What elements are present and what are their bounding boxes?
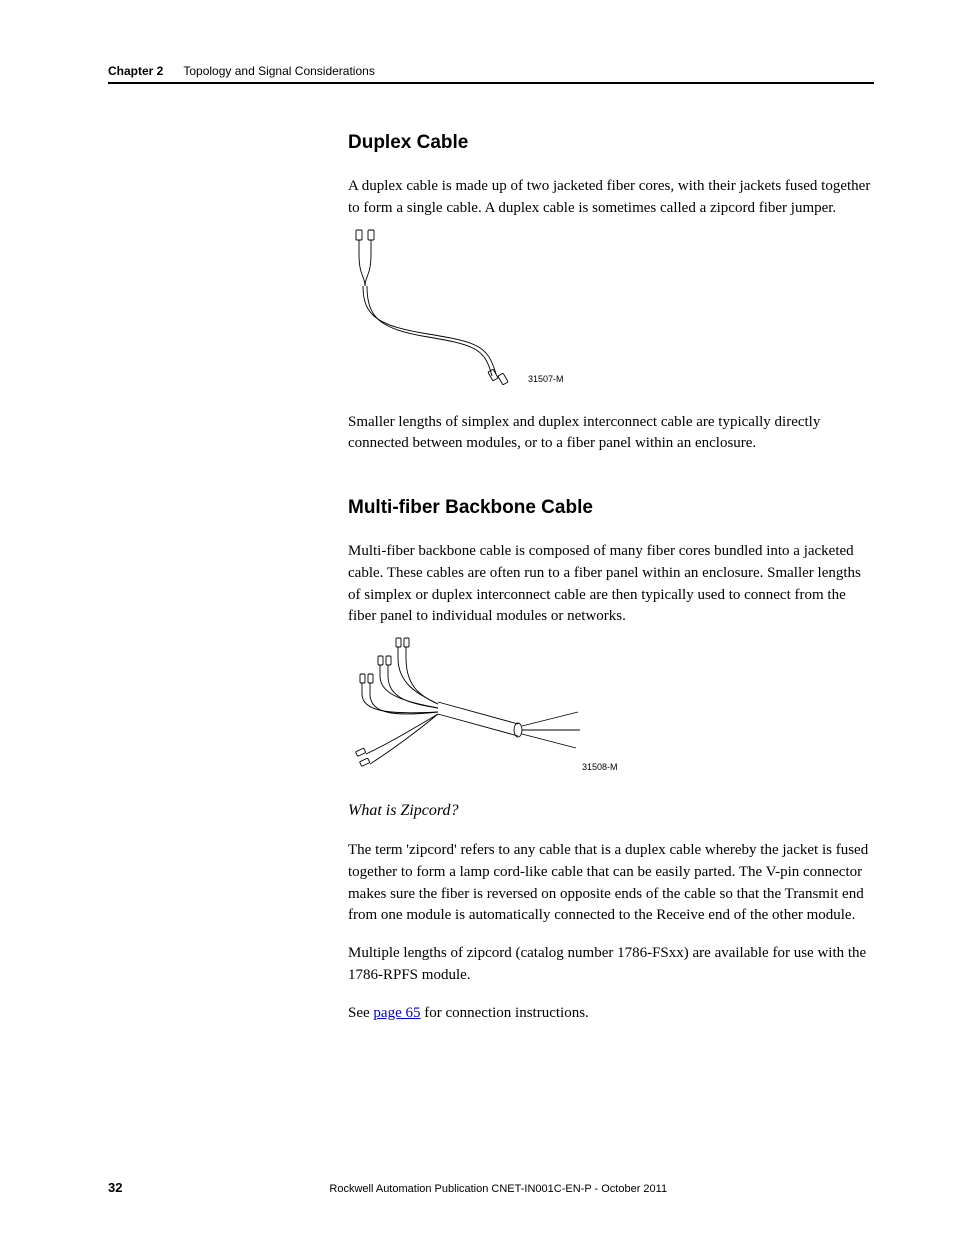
- page-header: Chapter 2 Topology and Signal Considerat…: [108, 64, 874, 84]
- duplex-cable-figure: 31507-M: [348, 226, 874, 396]
- section-heading-multifiber: Multi-fiber Backbone Cable: [348, 497, 874, 519]
- chapter-title: Topology and Signal Considerations: [183, 64, 374, 78]
- see-text-pre: See: [348, 1005, 373, 1021]
- see-link-para: See page 65 for connection instructions.: [348, 1003, 874, 1025]
- figure-label: 31508-M: [582, 762, 618, 772]
- zipcord-para: The term 'zipcord' refers to any cable t…: [348, 840, 874, 927]
- duplex-intro-paragraph: A duplex cable is made up of two jackete…: [348, 176, 874, 220]
- zipcord-subheading: What is Zipcord?: [348, 802, 874, 820]
- zipcord-lengths-para: Multiple lengths of zipcord (catalog num…: [348, 943, 874, 987]
- duplex-cable-icon: [348, 226, 608, 396]
- multifiber-cable-figure: 31508-M: [348, 634, 874, 784]
- page-footer: 32 Rockwell Automation Publication CNET-…: [108, 1180, 874, 1195]
- multifiber-para1: Multi-fiber backbone cable is composed o…: [348, 541, 874, 628]
- see-text-post: for connection instructions.: [421, 1005, 589, 1021]
- duplex-para2: Smaller lengths of simplex and duplex in…: [348, 412, 874, 456]
- main-content: Duplex Cable A duplex cable is made up o…: [348, 132, 874, 1024]
- page-link[interactable]: page 65: [373, 1005, 420, 1021]
- page-number: 32: [108, 1180, 122, 1195]
- figure-label: 31507-M: [528, 374, 564, 384]
- section-heading-duplex: Duplex Cable: [348, 132, 874, 154]
- publication-line: Rockwell Automation Publication CNET-IN0…: [329, 1183, 667, 1195]
- chapter-label: Chapter 2: [108, 64, 163, 78]
